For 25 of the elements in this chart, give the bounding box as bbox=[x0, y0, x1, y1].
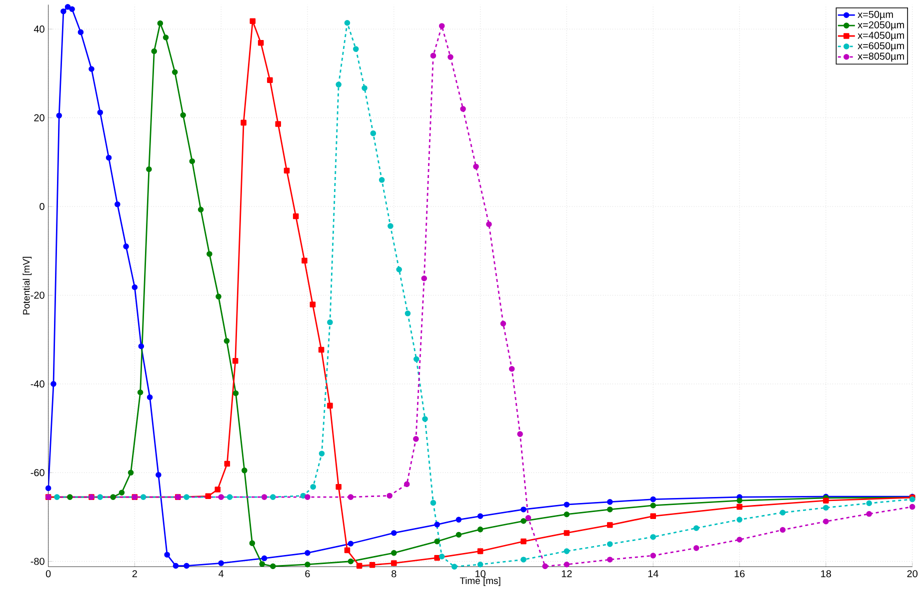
y-tick-label: 20 bbox=[34, 114, 44, 122]
x-tick-label: 8 bbox=[392, 570, 396, 578]
y-axis-title: Potential [mV] bbox=[22, 256, 32, 314]
x-tick-label: 20 bbox=[907, 570, 918, 578]
legend-label: x=6050µm bbox=[858, 42, 904, 52]
legend-label: x=50µm bbox=[858, 10, 893, 20]
legend-label: x=2050µm bbox=[858, 21, 904, 30]
x-tick-label: 10 bbox=[476, 570, 486, 578]
x-axis-title: Time [ms] bbox=[460, 577, 500, 586]
x-tick-label: 12 bbox=[562, 570, 572, 578]
x-tick-label: 16 bbox=[734, 570, 745, 578]
y-tick-label: -20 bbox=[30, 292, 44, 299]
y-tick-label: 0 bbox=[40, 202, 44, 210]
x-tick-label: 2 bbox=[132, 570, 137, 578]
x-tick-label: 6 bbox=[305, 570, 310, 578]
y-tick-label: -60 bbox=[30, 469, 44, 476]
legend-label: x=8050µm bbox=[858, 52, 904, 62]
x-tick-label: 14 bbox=[648, 570, 658, 578]
x-tick-label: 4 bbox=[218, 570, 224, 578]
y-tick-label: -40 bbox=[30, 380, 44, 388]
y-tick-label: 40 bbox=[34, 26, 44, 33]
x-tick-label: 18 bbox=[821, 570, 832, 578]
y-tick-label: -80 bbox=[30, 558, 44, 565]
x-tick-label: 0 bbox=[46, 570, 51, 578]
legend-label: x=4050µm bbox=[858, 32, 904, 41]
